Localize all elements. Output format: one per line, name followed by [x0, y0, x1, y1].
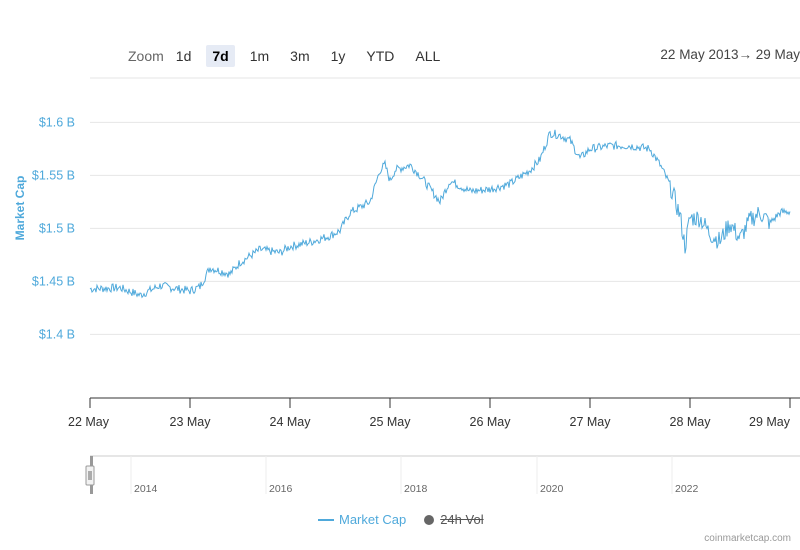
legend: Market Cap 24h Vol [318, 512, 502, 527]
y-tick-label: $1.5 B [39, 221, 75, 235]
zoom-1y-button[interactable]: 1y [330, 48, 346, 64]
zoom-all-button[interactable]: ALL [415, 48, 441, 64]
navigator-tick-label: 2022 [675, 483, 699, 495]
y-axis-label: Market Cap [13, 176, 27, 241]
legend-item-24h-vol[interactable]: 24h Vol [424, 512, 484, 527]
legend-item-market-cap[interactable]: Market Cap [318, 512, 406, 527]
zoom-3m-button[interactable]: 3m [290, 48, 310, 64]
navigator-tick-label: 2014 [134, 483, 158, 495]
navigator-handle[interactable] [85, 465, 95, 486]
zoom-1d-button[interactable]: 1d [175, 48, 192, 64]
y-tick-label: $1.6 B [39, 115, 75, 129]
zoom-label: Zoom [128, 48, 164, 64]
legend-label-24h-vol: 24h Vol [440, 512, 484, 527]
grid-lines [90, 121, 800, 335]
x-tick-label: 24 May [270, 415, 312, 429]
zoom-7d-button[interactable]: 7d [206, 45, 235, 67]
navigator[interactable]: 2014 2016 2018 2020 2022 [85, 455, 800, 495]
x-tick-label: 25 May [370, 415, 412, 429]
y-tick-label: $1.45 B [32, 274, 75, 288]
x-tick-label: 27 May [570, 415, 612, 429]
navigator-tick-label: 2020 [540, 483, 564, 495]
y-tick-label: $1.4 B [39, 327, 75, 341]
x-axis-ticks: 22 May 23 May 24 May 25 May 26 May 27 May 28 M… [68, 398, 791, 429]
x-tick-label: 22 May [68, 415, 110, 429]
navigator-tick-label: 2016 [269, 483, 293, 495]
navigator-tick-label: 2018 [404, 483, 428, 495]
zoom-bar: Zoom 1d 7d 1m 3m 1y YTD ALL [128, 45, 455, 67]
zoom-ytd-button[interactable]: YTD [366, 48, 395, 64]
y-axis-ticks: $1.4 B $1.45 B $1.5 B $1.55 B $1.6 B [32, 115, 75, 341]
x-tick-label: 28 May [670, 415, 712, 429]
zoom-1m-button[interactable]: 1m [249, 48, 270, 64]
date-range[interactable]: 22 May 2013→ 29 May [660, 47, 800, 62]
legend-line-icon [318, 518, 334, 521]
x-tick-label: 29 May [749, 415, 791, 429]
y-tick-label: $1.55 B [32, 168, 75, 182]
x-tick-label: 23 May [170, 415, 212, 429]
legend-label-market-cap: Market Cap [339, 512, 407, 527]
credits-link[interactable]: coinmarketcap.com [704, 533, 791, 544]
market-cap-series-line[interactable] [89, 129, 791, 299]
x-tick-label: 26 May [470, 415, 512, 429]
legend-dot-icon [424, 514, 435, 525]
